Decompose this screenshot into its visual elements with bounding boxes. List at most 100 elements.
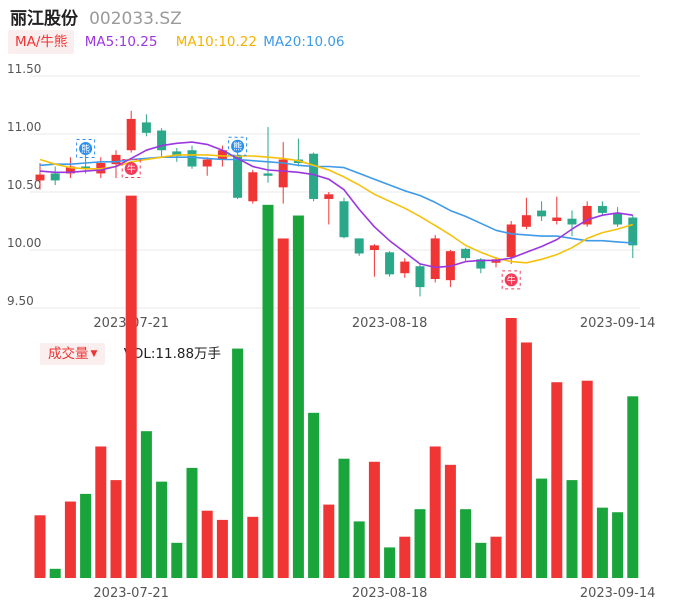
ma10-line (39, 154, 634, 264)
candle-body (339, 201, 349, 238)
volume-bar (566, 480, 578, 578)
volume-bar (460, 509, 472, 578)
volume-bar (156, 481, 168, 578)
ma-legend: MA/牛熊 MA5:10.25 MA10:10.22 MA20:10.06 (8, 30, 345, 54)
candle-body (597, 205, 607, 213)
volume-bar (323, 504, 335, 578)
marker-badge (504, 273, 518, 287)
volume-bar (308, 412, 320, 578)
volume-bar (399, 536, 411, 578)
candle-body (400, 261, 410, 274)
volume-bar (125, 195, 137, 578)
marker-frame (76, 139, 96, 159)
marker-label: 牛 (127, 163, 136, 175)
candle-body (385, 252, 395, 275)
marker-label: 熊 (81, 143, 90, 155)
candle (263, 127, 273, 183)
volume-bar (80, 493, 92, 578)
candle-body (81, 166, 91, 169)
ma-indicator-button[interactable]: MA/牛熊 (8, 30, 75, 54)
price-tick-label: 10.00 (7, 236, 41, 250)
candle (202, 157, 212, 176)
price-x-tick-label: 2023-08-18 (352, 316, 428, 331)
candle (582, 201, 592, 227)
volume-x-tick-label: 2023-09-14 (580, 586, 656, 601)
candle (537, 201, 547, 221)
volume-bar (581, 380, 593, 578)
marker-frame (501, 270, 521, 290)
candle (339, 197, 349, 239)
candle-body (537, 210, 547, 217)
candle-body (476, 259, 486, 269)
candle (354, 238, 364, 256)
volume-bar (64, 501, 76, 578)
price-x-tick-label: 2023-09-14 (580, 316, 656, 331)
volume-bar (186, 467, 198, 578)
ma5-value: MA5:10.25 (84, 34, 158, 50)
candle (35, 163, 45, 190)
volume-bar (140, 431, 152, 578)
volume-bar (520, 342, 532, 578)
marker-badge (79, 142, 93, 156)
candle (461, 247, 471, 262)
candle (597, 201, 607, 216)
candle-body (172, 151, 182, 157)
candle (415, 263, 425, 297)
volume-bar (612, 512, 624, 578)
candle-body (369, 245, 379, 250)
volume-bar (247, 516, 259, 578)
bull-marker: 牛 (501, 270, 521, 290)
marker-badge (231, 139, 245, 153)
candle (628, 215, 638, 259)
candle (445, 250, 455, 288)
candle-body (111, 154, 121, 165)
ma20-line (39, 156, 633, 244)
candle-body (309, 153, 319, 199)
marker-frame (228, 136, 248, 156)
volume-indicator-label: 成交量 (48, 346, 89, 362)
volume-bar (475, 542, 487, 578)
marker-label: 熊 (233, 141, 242, 153)
candle-body (126, 118, 136, 151)
volume-bar (414, 509, 426, 578)
marker-badge (124, 162, 138, 176)
candle (567, 210, 577, 237)
candle-body (50, 173, 60, 181)
volume-bar (536, 478, 548, 578)
volume-bar (490, 536, 502, 578)
candle-body (217, 150, 227, 160)
candle-body (233, 154, 243, 198)
candle-body (324, 194, 334, 199)
stock-code: 002033.SZ (89, 9, 182, 29)
candle (369, 244, 379, 277)
volume-bar (201, 510, 213, 578)
candle-body (582, 205, 592, 225)
ma20-value: MA20:10.06 (263, 34, 345, 50)
volume-indicator-dropdown[interactable]: 成交量 ▼ (40, 343, 106, 365)
volume-bar (171, 542, 183, 578)
volume-value: VOL:11.88万手 (123, 346, 222, 362)
candle-body (202, 159, 212, 167)
volume-bar (551, 382, 563, 578)
bear-marker: 熊 (76, 139, 96, 159)
volume-bar (338, 458, 350, 578)
candle-body (141, 122, 151, 133)
candle-body (521, 215, 531, 227)
marker-label: 牛 (507, 274, 516, 286)
candle (385, 251, 395, 277)
candle (278, 142, 288, 204)
volume-bar (262, 204, 274, 578)
candle-body (157, 130, 167, 151)
candle (157, 128, 167, 158)
candle (552, 196, 562, 225)
candle (506, 221, 516, 264)
candle (521, 197, 531, 230)
candle (141, 114, 151, 137)
candle (248, 169, 258, 204)
ma10-value: MA10:10.22 (175, 34, 257, 50)
candle-body (35, 174, 45, 181)
bear-marker: 熊 (228, 136, 248, 156)
ma5-line (39, 141, 633, 269)
price-tick-label: 11.50 (7, 62, 41, 76)
